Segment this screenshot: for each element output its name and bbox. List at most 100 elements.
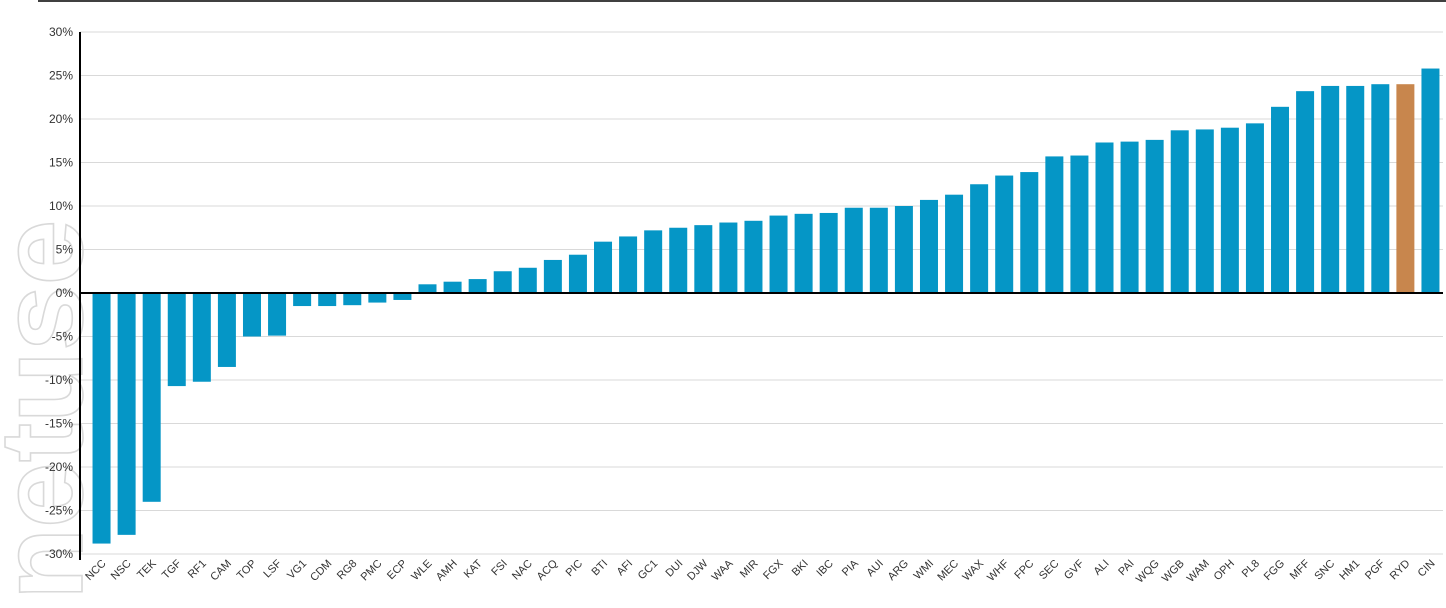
x-tick-label: RF1: [186, 558, 209, 581]
x-tick-label: ECP: [385, 558, 409, 582]
bar-fgg: [1271, 106, 1290, 293]
x-tick-label: AUI: [864, 558, 885, 579]
bar-amh: [443, 281, 462, 293]
bar-ryd: [1396, 84, 1415, 293]
bar-ibc: [819, 212, 838, 293]
x-tick-label: NSC: [109, 558, 134, 583]
x-tick-label: WLE: [409, 558, 434, 583]
bar-pgf: [1371, 84, 1390, 293]
x-tick-label: FPC: [1012, 558, 1036, 582]
bar-dui: [669, 227, 688, 293]
bar-fpc: [1020, 172, 1039, 293]
x-tick-label: CDM: [308, 558, 334, 584]
bar-snc: [1321, 85, 1340, 293]
x-tick-label: PL8: [1240, 558, 1262, 580]
bar-lsf: [268, 293, 287, 336]
bar-afi: [619, 236, 638, 293]
bar-nsc: [117, 293, 136, 535]
bar-wqg: [1145, 139, 1164, 293]
bar-ecp: [393, 293, 412, 300]
bar-mec: [945, 194, 964, 293]
bar-ncc: [92, 293, 111, 544]
x-tick-label: AFI: [615, 558, 636, 579]
x-tick-label: MFF: [1288, 557, 1313, 582]
bar-pic: [568, 254, 587, 293]
bar-vg1: [293, 293, 312, 307]
x-tick-label: NAC: [510, 558, 535, 583]
x-tick-label: CIN: [1416, 558, 1438, 580]
bar-wle: [418, 284, 437, 293]
x-tick-label: GVF: [1062, 557, 1087, 582]
y-tick-label: 10%: [49, 199, 73, 213]
bar-tgf: [167, 293, 186, 387]
x-tick-label: OPH: [1212, 558, 1237, 583]
bar-bti: [594, 241, 613, 293]
x-tick-label: GC1: [636, 558, 660, 582]
y-tick-label: -5%: [52, 330, 74, 344]
y-tick-label: -30%: [45, 547, 73, 561]
bar-djw: [694, 225, 713, 293]
bar-gc1: [644, 230, 663, 293]
bar-mff: [1296, 91, 1315, 293]
bar-wmi: [919, 199, 938, 293]
bar-fsi: [493, 271, 512, 293]
bar-waa: [719, 222, 738, 293]
x-tick-label: HM1: [1337, 558, 1362, 583]
x-tick-label: WMI: [912, 558, 936, 582]
x-tick-label: FGX: [761, 557, 786, 582]
y-tick-label: 25%: [49, 69, 73, 83]
x-tick-label: WAX: [960, 557, 986, 583]
bar-sec: [1045, 156, 1064, 293]
bar-bki: [794, 213, 813, 293]
bar-cdm: [318, 293, 337, 307]
x-tick-label: WAM: [1185, 558, 1212, 585]
x-tick-label: MEC: [935, 558, 961, 584]
bar-acq: [543, 259, 562, 293]
x-tick-label: PMC: [359, 558, 385, 584]
x-tick-label: PAI: [1116, 558, 1136, 578]
x-tick-label: AMH: [434, 558, 460, 584]
bar-aui: [869, 207, 888, 293]
bar-cam: [217, 293, 236, 367]
x-tick-label: KAT: [462, 557, 485, 580]
bar-oph: [1220, 127, 1239, 293]
bar-arg: [894, 206, 913, 293]
bar-pl8: [1245, 123, 1264, 293]
x-tick-label: WHF: [985, 557, 1011, 583]
x-tick-label: ACQ: [535, 557, 561, 583]
x-tick-label: RG8: [335, 558, 359, 582]
y-tick-label: -25%: [45, 504, 73, 518]
y-tick-label: 20%: [49, 112, 73, 126]
x-tick-label: WGB: [1160, 558, 1187, 585]
x-tick-label: WQG: [1134, 558, 1162, 586]
y-tick-label: 15%: [49, 156, 73, 170]
x-tick-label: TOP: [235, 558, 259, 582]
x-tick-label: PIC: [564, 558, 585, 579]
y-tick-label: 5%: [56, 243, 74, 257]
bar-whf: [995, 175, 1014, 293]
x-tick-label: BKI: [790, 558, 811, 579]
x-tick-label: TGF: [160, 557, 184, 581]
x-tick-label: DJW: [685, 557, 711, 583]
watermark-text: netuse: [0, 220, 108, 600]
bar-pai: [1120, 141, 1139, 293]
bar-pia: [844, 207, 863, 293]
bar-wgb: [1170, 130, 1189, 293]
x-tick-label: PIA: [840, 557, 861, 578]
watermark: netuse: [0, 219, 109, 601]
x-tick-label: LSF: [261, 557, 284, 580]
bar-rf1: [192, 293, 211, 382]
x-tick-label: IBC: [814, 558, 835, 579]
y-axis-tick-labels: 30% 25% 20% 15% 10% 5% 0% -5% -10% -15% -20% -25% -3…: [45, 25, 73, 561]
bar-cin: [1421, 68, 1440, 293]
y-tick-label: 30%: [49, 25, 73, 39]
bar-nac: [518, 267, 537, 293]
x-tick-label: SNC: [1312, 558, 1337, 583]
x-tick-label: ALI: [1091, 558, 1111, 578]
x-tick-label: CAM: [208, 558, 234, 584]
x-tick-label: RYD: [1388, 558, 1413, 583]
x-tick-label: ARG: [886, 558, 911, 583]
y-tick-label: -10%: [45, 373, 73, 387]
